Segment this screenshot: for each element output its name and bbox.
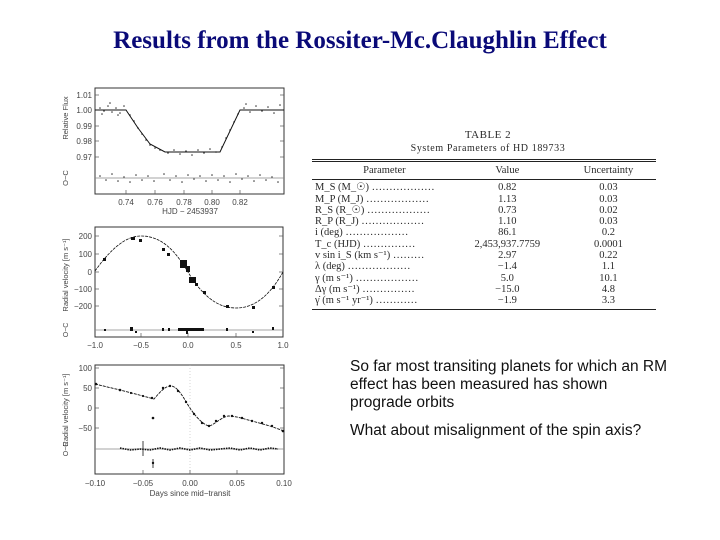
row-param: R_S (R_☉) ……………… <box>315 204 431 216</box>
svg-text:0.05: 0.05 <box>229 479 245 488</box>
svg-text:−200: −200 <box>74 302 93 311</box>
row-param: γ (m s⁻¹) ……………… <box>315 272 419 284</box>
table-top-rule <box>312 159 656 162</box>
row-value: 1.10 <box>498 216 517 228</box>
column-header-value: Value <box>495 165 520 176</box>
svg-text:0.98: 0.98 <box>76 137 92 146</box>
svg-text:O−C: O−C <box>63 323 70 338</box>
svg-text:0.78: 0.78 <box>176 198 192 207</box>
svg-text:Radial velocity [m s⁻¹]: Radial velocity [m s⁻¹] <box>61 238 70 311</box>
bullet-prograde-orbits: So far most transiting planets for which… <box>350 358 668 411</box>
svg-text:0.80: 0.80 <box>204 198 220 207</box>
radial-velocity-orbit-plot: 200 100 0 −100 −200 −1.0 −0.5 0.0 0.5 1.… <box>61 226 289 350</box>
table-row: R_S (R_☉) ……………… 0.73 0.02 <box>312 205 656 216</box>
svg-text:O−C: O−C <box>61 170 70 186</box>
table-row: M_P (M_J) ……………… 1.13 0.03 <box>312 194 656 205</box>
svg-text:O−C: O−C <box>63 442 70 457</box>
light-curve-plot: 1.01 1.00 0.99 0.98 0.97 0.74 0.76 0.78 … <box>61 87 285 216</box>
svg-text:100: 100 <box>79 250 93 259</box>
row-uncertainty: 0.03 <box>599 182 618 194</box>
svg-text:200: 200 <box>79 232 93 241</box>
table-header-rule <box>312 179 656 181</box>
table-row: v sin i_S (km s⁻¹) ……… 2.97 0.22 <box>312 250 656 261</box>
svg-text:0: 0 <box>88 268 93 277</box>
table-header: Parameter Value Uncertainty <box>312 162 656 179</box>
row-value: −15.0 <box>495 283 520 295</box>
slide-title: Results from the Rossiter-Mc.Claughlin E… <box>113 27 607 54</box>
row-param: i (deg) ……………… <box>315 227 409 239</box>
table-row: γ̇ (m s⁻¹ yr⁻¹) ………… −1.9 3.3 <box>312 295 656 306</box>
table-row: M_S (M_☉) ……………… 0.82 0.03 <box>312 182 656 193</box>
row-param: γ̇ (m s⁻¹ yr⁻¹) ………… <box>315 295 418 307</box>
table-caption: TABLE 2 <box>464 129 512 141</box>
row-uncertainty: 0.22 <box>599 250 618 262</box>
svg-text:0.0: 0.0 <box>182 341 194 350</box>
table-row: γ (m s⁻¹) ……………… 5.0 10.1 <box>312 273 656 284</box>
svg-text:0.99: 0.99 <box>76 122 92 131</box>
svg-text:HJD − 2453937: HJD − 2453937 <box>162 207 218 216</box>
slide-body-text: So far most transiting planets for which… <box>350 358 670 450</box>
row-value: 5.0 <box>500 272 514 284</box>
svg-text:0: 0 <box>88 404 93 413</box>
table-row: λ (deg) ……………… −1.4 1.1 <box>312 261 656 272</box>
svg-text:100: 100 <box>79 364 93 373</box>
svg-text:−100: −100 <box>74 285 93 294</box>
column-header-parameter: Parameter <box>363 165 406 176</box>
row-param: λ (deg) ……………… <box>315 261 411 273</box>
table-bottom-rule <box>312 308 656 310</box>
table-row: R_P (R_J) ……………… 1.10 0.03 <box>312 216 656 227</box>
svg-text:0.10: 0.10 <box>276 479 292 488</box>
bullet-spin-axis-question: What about misalignment of the spin axis… <box>350 422 642 439</box>
system-parameters-table: TABLE 2 System Parameters of HD 189733 P… <box>312 129 656 310</box>
row-param: T_c (HJD) …………… <box>315 238 416 250</box>
row-param: M_P (M_J) ……………… <box>315 193 429 205</box>
row-value: −1.9 <box>497 295 517 307</box>
table-row: T_c (HJD) …………… 2,453,937.7759 0.0001 <box>312 239 656 250</box>
row-value: 2,453,937.7759 <box>474 238 541 250</box>
svg-text:1.0: 1.0 <box>277 341 289 350</box>
row-uncertainty: 3.3 <box>601 295 615 307</box>
row-param: R_P (R_J) ……………… <box>315 216 425 228</box>
svg-text:0.00: 0.00 <box>182 479 198 488</box>
svg-text:−50: −50 <box>78 424 92 433</box>
row-uncertainty: 0.03 <box>599 216 618 228</box>
svg-text:1.00: 1.00 <box>76 106 92 115</box>
row-value: 86.1 <box>498 227 517 239</box>
row-uncertainty: 10.1 <box>599 272 618 284</box>
svg-text:Relative Flux: Relative Flux <box>61 96 70 140</box>
row-uncertainty: 0.2 <box>601 227 615 239</box>
row-uncertainty: 0.0001 <box>593 238 623 250</box>
svg-text:−0.05: −0.05 <box>133 479 154 488</box>
row-param: M_S (M_☉) ……………… <box>315 182 435 194</box>
row-uncertainty: 4.8 <box>601 283 615 295</box>
row-uncertainty: 0.03 <box>599 193 618 205</box>
row-value: 0.73 <box>498 204 517 216</box>
row-value: 1.13 <box>498 193 517 205</box>
table-row: Δγ (m s⁻¹) …………… −15.0 4.8 <box>312 284 656 295</box>
column-header-uncertainty: Uncertainty <box>583 165 634 176</box>
table-body: M_S (M_☉) ……………… 0.82 0.03 M_P (M_J) ……………… <box>312 180 656 308</box>
svg-text:0.76: 0.76 <box>147 198 163 207</box>
svg-text:−0.5: −0.5 <box>133 341 149 350</box>
row-value: 2.97 <box>498 250 517 262</box>
svg-text:0.5: 0.5 <box>230 341 242 350</box>
row-value: 0.82 <box>498 182 517 194</box>
svg-text:50: 50 <box>83 384 92 393</box>
row-uncertainty: 1.1 <box>601 261 615 273</box>
svg-text:0.97: 0.97 <box>76 153 92 162</box>
svg-text:−1.0: −1.0 <box>87 341 103 350</box>
row-param: v sin i_S (km s⁻¹) ……… <box>315 250 425 262</box>
svg-text:0.82: 0.82 <box>232 198 248 207</box>
row-value: −1.4 <box>497 261 517 273</box>
svg-text:1.01: 1.01 <box>76 91 92 100</box>
table-subtitle: System Parameters of HD 189733 <box>410 143 566 154</box>
svg-text:−0.10: −0.10 <box>85 479 106 488</box>
svg-text:Days since mid−transit: Days since mid−transit <box>150 489 231 498</box>
svg-text:0.74: 0.74 <box>118 198 134 207</box>
row-uncertainty: 0.02 <box>599 204 618 216</box>
row-param: Δγ (m s⁻¹) …………… <box>315 283 415 295</box>
table-row: i (deg) ……………… 86.1 0.2 <box>312 227 656 238</box>
svg-text:Radial velocity [m s⁻¹]: Radial velocity [m s⁻¹] <box>61 373 70 446</box>
rm-anomaly-plot: 100 50 0 −50 −0.10 −0.05 0.00 0.05 0.10 … <box>61 364 292 498</box>
